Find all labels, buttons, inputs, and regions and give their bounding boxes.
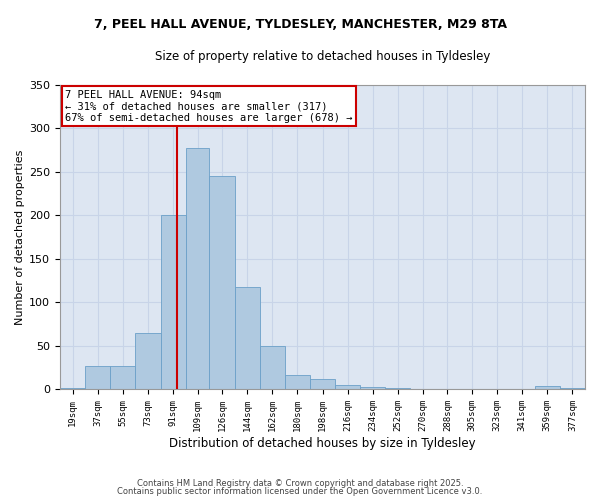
Bar [60, 388, 85, 390]
Bar [136, 333, 161, 390]
Bar [185, 148, 209, 390]
Bar [209, 176, 235, 390]
Bar [335, 385, 360, 390]
Bar [310, 379, 335, 390]
Bar [360, 387, 385, 390]
Bar [410, 388, 436, 390]
Text: Contains public sector information licensed under the Open Government Licence v3: Contains public sector information licen… [118, 487, 482, 496]
Y-axis label: Number of detached properties: Number of detached properties [15, 150, 25, 325]
Text: Contains HM Land Registry data © Crown copyright and database right 2025.: Contains HM Land Registry data © Crown c… [137, 478, 463, 488]
Bar [385, 388, 410, 390]
X-axis label: Distribution of detached houses by size in Tyldesley: Distribution of detached houses by size … [169, 437, 476, 450]
Title: Size of property relative to detached houses in Tyldesley: Size of property relative to detached ho… [155, 50, 490, 63]
Text: 7, PEEL HALL AVENUE, TYLDESLEY, MANCHESTER, M29 8TA: 7, PEEL HALL AVENUE, TYLDESLEY, MANCHEST… [94, 18, 506, 30]
Bar [260, 346, 285, 390]
Bar [161, 216, 185, 390]
Text: 7 PEEL HALL AVENUE: 94sqm
← 31% of detached houses are smaller (317)
67% of semi: 7 PEEL HALL AVENUE: 94sqm ← 31% of detac… [65, 90, 353, 123]
Bar [235, 287, 260, 390]
Bar [560, 388, 585, 390]
Bar [460, 388, 484, 390]
Bar [436, 388, 460, 390]
Bar [110, 366, 136, 390]
Bar [535, 386, 560, 390]
Bar [85, 366, 110, 390]
Bar [285, 374, 310, 390]
